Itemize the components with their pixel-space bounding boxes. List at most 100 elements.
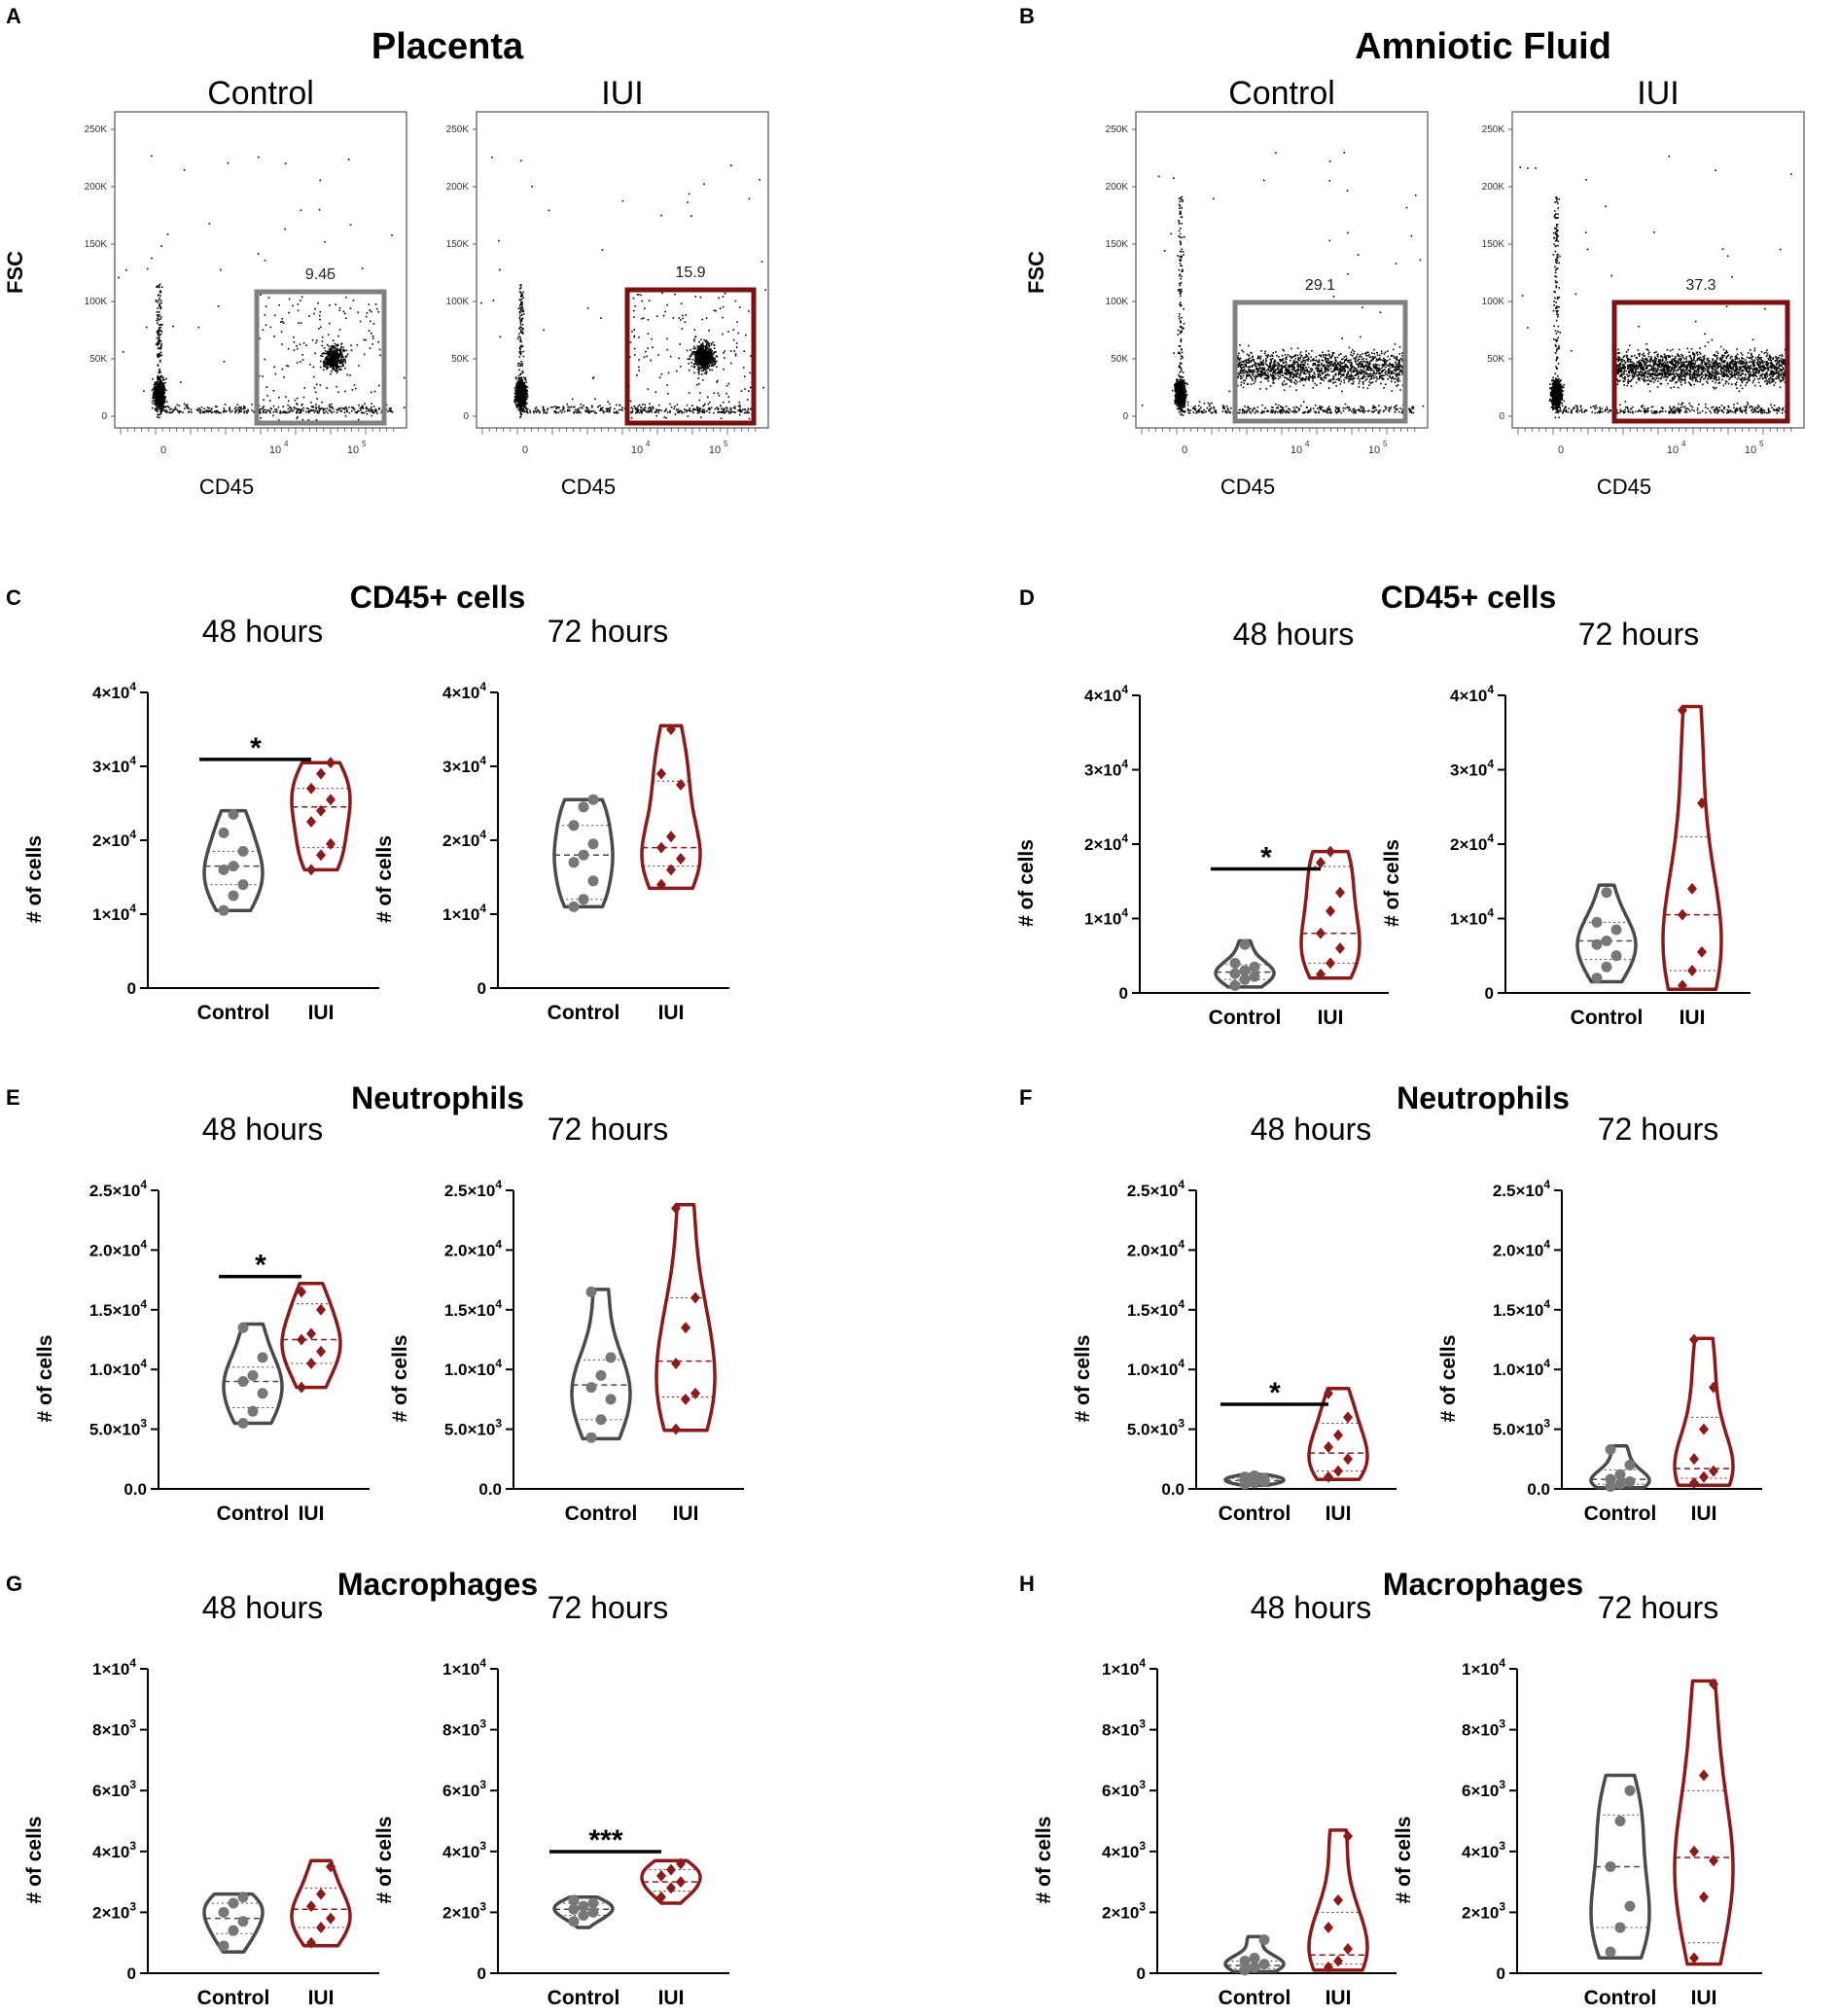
flow-dot [690, 365, 693, 368]
flow-dot [714, 407, 717, 410]
flow-dot [678, 411, 680, 414]
flow-dot [706, 350, 709, 353]
flow-dot [155, 398, 157, 400]
flow-dot [158, 381, 160, 383]
flow-x-tick-label: 10 [1368, 444, 1380, 456]
flow-dot [385, 404, 388, 407]
flow-dot [651, 410, 653, 413]
flow-dot [521, 378, 523, 381]
flow-dot [748, 390, 750, 392]
flow-dot [521, 301, 523, 303]
flow-dot [319, 366, 322, 369]
flow-dot [332, 345, 334, 347]
flow-dot [288, 400, 290, 403]
flow-dot [522, 328, 524, 330]
flow-dot [208, 407, 210, 409]
flow-dot [707, 347, 709, 349]
flow-dot [334, 358, 336, 361]
flow-dot [155, 402, 157, 404]
flow-dot [713, 309, 716, 311]
flow-dot [698, 383, 700, 385]
flow-dot [229, 408, 230, 410]
flow-dot [698, 367, 701, 369]
flow-dot [518, 387, 520, 389]
flow-dot [217, 410, 220, 413]
flow-dot [296, 417, 298, 420]
flow-dot [714, 360, 716, 362]
flow-dot [518, 376, 521, 379]
flow-dot [391, 234, 393, 236]
flow-dot [518, 386, 520, 388]
flow-y-tick-label: 200K [85, 182, 108, 193]
flow-dot [327, 334, 330, 336]
flow-dot [707, 361, 709, 363]
flow-dot [523, 407, 525, 409]
flow-dot [519, 348, 521, 351]
flow-dot [169, 411, 172, 414]
flow-dot [656, 408, 659, 411]
flow-dot [344, 360, 346, 362]
flow-dot [321, 355, 324, 358]
flow-dot [698, 369, 700, 371]
flow-dot [701, 352, 703, 355]
flow-dot [678, 410, 681, 412]
flow-dot [159, 305, 161, 308]
flow-dot [566, 408, 569, 411]
flow-dot [621, 407, 623, 408]
flow-dot [522, 405, 525, 407]
flow-dot [707, 341, 709, 344]
flow-x-tick-label: 10 [1291, 444, 1302, 456]
flow-dot [204, 410, 206, 413]
flow-dot [522, 393, 524, 395]
flow-dot [324, 362, 326, 365]
flow-dot [748, 197, 751, 200]
flow-dot [159, 359, 161, 362]
flow-dot [517, 336, 520, 338]
flow-dot [374, 408, 377, 410]
flow-dot [379, 354, 381, 357]
flow-dot [730, 362, 732, 365]
flow-dot [700, 343, 702, 345]
flow-dot [235, 408, 238, 411]
title-amniotic-fluid: Amniotic Fluid [1355, 26, 1611, 67]
title-c: CD45+ cells [350, 580, 526, 615]
flow-dot [162, 389, 164, 392]
flow-dot [636, 411, 638, 413]
flow-dot [571, 398, 574, 401]
flow-dot [521, 303, 523, 305]
flow-dot [352, 407, 355, 410]
flow-dot [517, 365, 519, 367]
flow-dot [358, 404, 360, 407]
flow-dot [704, 346, 707, 349]
flow-dot [547, 408, 548, 411]
flow-y-tick-label: 50K [1111, 354, 1128, 365]
flow-dot [666, 348, 669, 351]
flow-dot [157, 416, 159, 418]
flow-dot [727, 401, 730, 403]
flow-dot [520, 394, 523, 397]
flow-dot [333, 354, 336, 357]
flow-dot [334, 357, 336, 360]
flow-dot [606, 410, 609, 412]
flow-dot [636, 294, 639, 296]
flow-dot [580, 404, 583, 406]
flow-group-label: IUI [601, 75, 643, 112]
flow-dot [708, 350, 710, 352]
flow-dot [513, 387, 516, 389]
flow-dot [283, 375, 285, 378]
flow-dot [708, 407, 710, 409]
flow-dot [587, 410, 589, 413]
flow-dot [697, 347, 700, 349]
flow-dot [525, 409, 528, 412]
flow-dot [330, 347, 332, 349]
flow-dot [375, 410, 378, 413]
flow-dot [168, 407, 170, 408]
flow-dot [236, 404, 239, 406]
flow-dot [180, 410, 182, 413]
flow-dot [326, 356, 328, 358]
flow-dot [323, 347, 326, 349]
flow-dot [647, 388, 650, 390]
flow-dot [645, 350, 647, 353]
